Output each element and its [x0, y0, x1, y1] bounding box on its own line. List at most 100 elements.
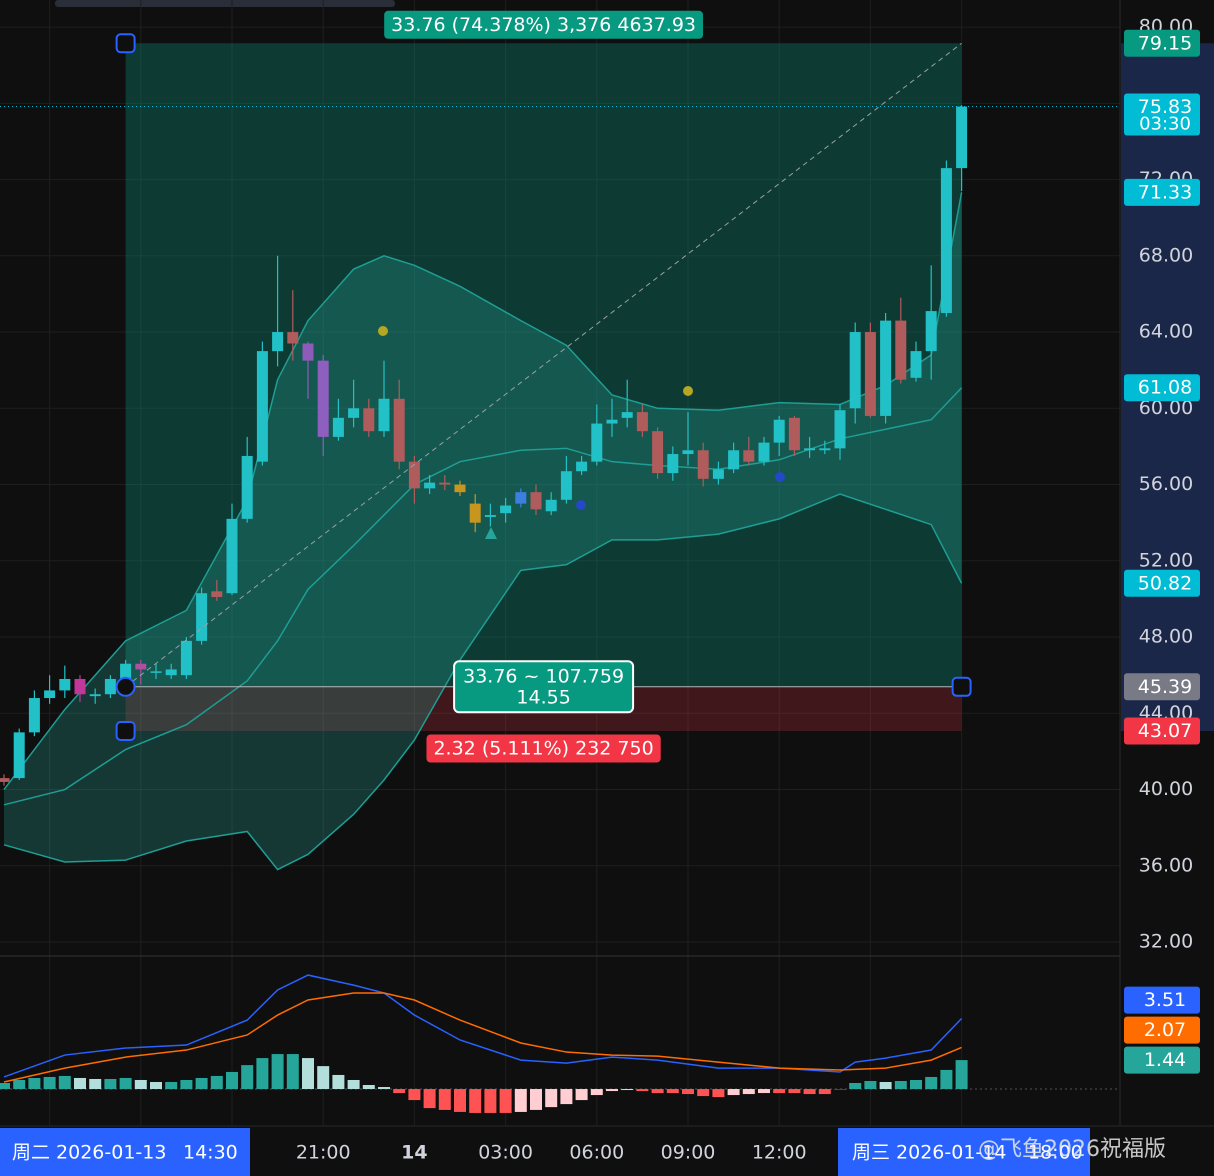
candle-body — [348, 408, 360, 418]
candle-body — [211, 591, 223, 598]
x-tick-label: 06:00 — [569, 1142, 624, 1164]
price-badge-label: 43.07 — [1138, 720, 1192, 742]
x-tick-label: 09:00 — [661, 1142, 716, 1164]
price-badge-label: 71.33 — [1138, 181, 1192, 203]
candle-body — [652, 431, 664, 474]
candle-body — [621, 412, 633, 418]
x-tick-label: 14 — [401, 1142, 427, 1164]
histogram-bar — [0, 1083, 10, 1090]
start-time-box — [0, 1128, 250, 1176]
y-tick-label: 48.00 — [1139, 626, 1193, 648]
histogram-bar — [150, 1081, 162, 1090]
stop-label-box — [426, 734, 661, 763]
histogram-bar — [332, 1074, 345, 1090]
candle-body — [135, 663, 147, 670]
candle-body — [302, 343, 314, 361]
x-tick-label: 03:00 — [478, 1142, 533, 1164]
histogram-bar — [803, 1089, 816, 1095]
y-tick-label: 40.00 — [1139, 778, 1193, 800]
histogram-bar — [393, 1089, 406, 1094]
price-badge-label: 79.15 — [1138, 32, 1192, 54]
candle-body — [0, 778, 10, 782]
candle-body — [667, 454, 679, 474]
candle-body — [864, 332, 876, 416]
x-tick-label: 21:00 — [296, 1142, 351, 1164]
candle-body — [454, 484, 466, 493]
histogram-bar — [849, 1083, 862, 1090]
histogram-bar — [58, 1075, 71, 1090]
candle-body — [120, 663, 132, 685]
histogram-bar — [226, 1071, 238, 1090]
histogram-bar — [89, 1078, 102, 1090]
watermark: @飞鱼2026祝福版 — [978, 1137, 1166, 1162]
histogram-bar — [606, 1089, 618, 1092]
candle-body — [408, 461, 420, 489]
target-label-box — [384, 10, 704, 39]
y-tick-label: 52.00 — [1139, 549, 1193, 571]
candle-body — [636, 412, 648, 432]
histogram-bar — [514, 1089, 527, 1112]
candle-body — [940, 168, 952, 313]
histogram-bar — [180, 1079, 193, 1090]
candle-body — [59, 678, 71, 691]
price-badge — [1124, 986, 1200, 1014]
band-fill — [4, 192, 962, 870]
price-badge-label: 61.08 — [1138, 377, 1192, 399]
histogram-bar — [864, 1080, 877, 1090]
diagonal — [125, 42, 962, 688]
price-badge — [1124, 374, 1200, 402]
candle-body — [576, 461, 588, 472]
histogram-bar — [727, 1089, 740, 1096]
candle-body — [180, 640, 192, 676]
macd-line — [3, 974, 963, 1078]
price-badge — [1124, 1016, 1200, 1044]
histogram-bar — [910, 1079, 922, 1090]
histogram-bar — [104, 1078, 117, 1090]
end-time: 18:00 — [1028, 1142, 1083, 1164]
histogram-bar — [134, 1079, 147, 1090]
candle-body — [424, 482, 436, 489]
histogram-bar — [545, 1089, 558, 1108]
candle-body — [880, 320, 892, 416]
histogram-bar — [834, 1089, 846, 1090]
histogram-bar — [469, 1089, 482, 1113]
x-tick-label: 12:00 — [752, 1142, 807, 1164]
candle-body — [104, 678, 116, 695]
histogram-bar — [925, 1076, 938, 1090]
handle — [115, 721, 136, 742]
candle-body — [743, 450, 755, 462]
center-label-box — [453, 660, 635, 714]
candle-body — [74, 678, 86, 695]
histogram-bar — [195, 1077, 208, 1090]
candle-body — [591, 423, 603, 462]
candle-body — [241, 455, 253, 519]
histogram-bar — [165, 1081, 178, 1090]
y-tick-label: 56.00 — [1139, 473, 1193, 495]
macd-line — [3, 992, 962, 1083]
histogram-bar — [256, 1058, 269, 1090]
candle-body — [332, 417, 344, 437]
handle — [115, 33, 136, 54]
histogram-bar — [666, 1089, 679, 1094]
price-badge-label: 75.83 — [1138, 96, 1192, 118]
price-badge-label: 1.44 — [1144, 1049, 1186, 1071]
y-tick-label: 64.00 — [1139, 321, 1193, 343]
histogram-bar — [651, 1089, 664, 1094]
signal-dot — [378, 326, 388, 336]
end-date: 周三 2026-01-14 — [852, 1142, 1006, 1164]
countdown-label: 03:30 — [1139, 114, 1191, 135]
price-badge-label: 3.51 — [1144, 989, 1186, 1011]
candle-body — [560, 471, 572, 500]
histogram-bar — [773, 1089, 786, 1094]
candle-body — [895, 320, 907, 380]
y-tick-label: 60.00 — [1139, 397, 1193, 419]
start-time: 14:30 — [183, 1142, 238, 1164]
price-badge — [1124, 569, 1200, 597]
y-tick-label: 36.00 — [1139, 854, 1193, 876]
candle-body — [530, 492, 542, 510]
candle-body — [287, 332, 299, 344]
handle — [951, 676, 972, 697]
